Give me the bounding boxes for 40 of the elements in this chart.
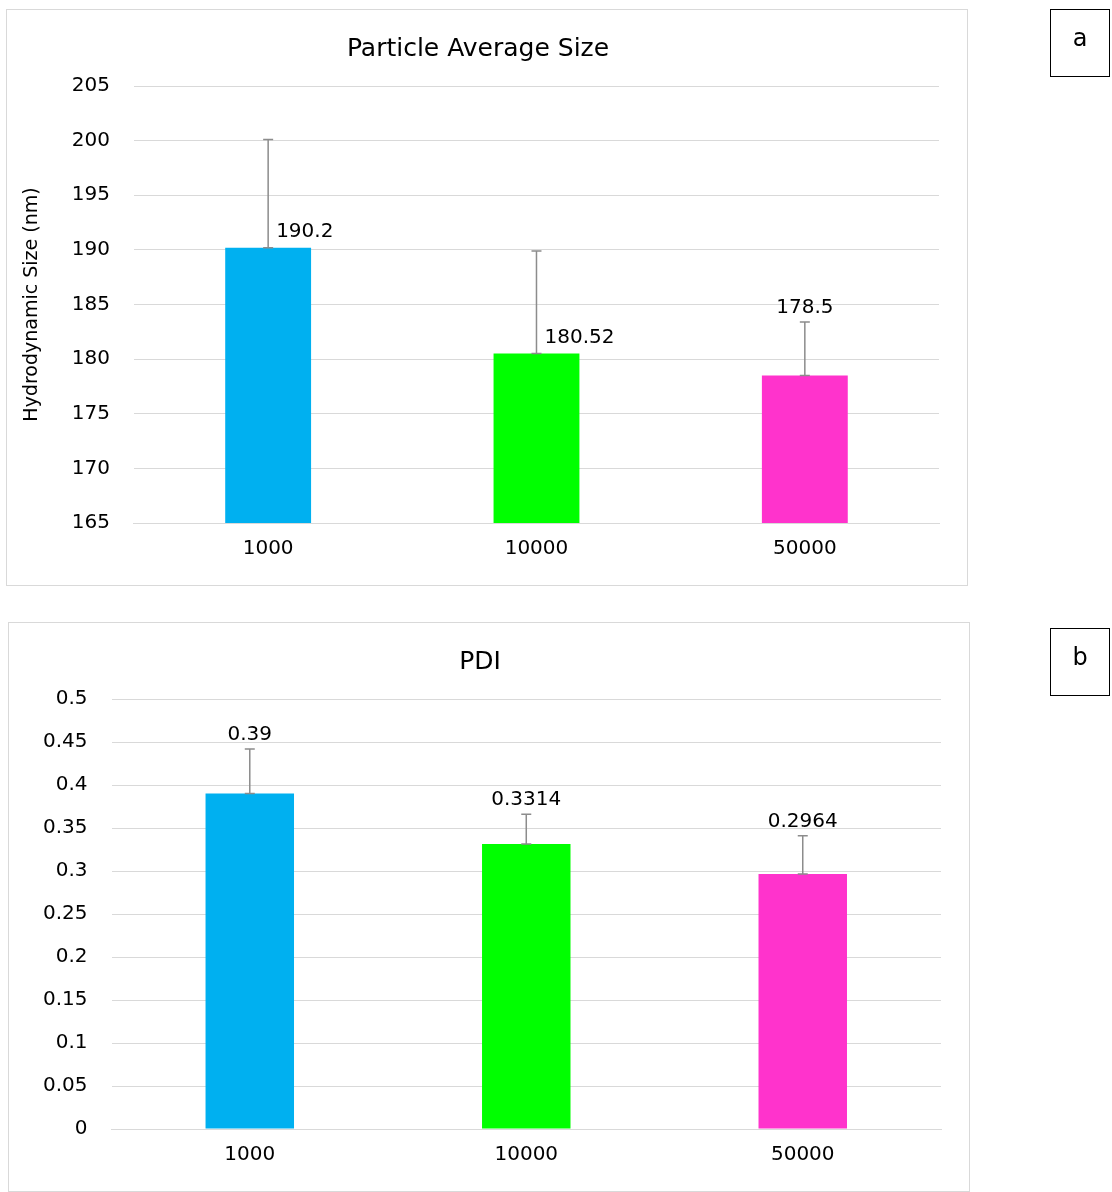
y-tick-label: 170 xyxy=(71,454,110,479)
x-tick-label: 50000 xyxy=(773,535,837,560)
y-tick-label: 0 xyxy=(74,1115,88,1140)
data-label: 0.39 xyxy=(227,721,273,746)
y-tick-label: 0.5 xyxy=(55,685,88,710)
y-tick-label: 0.4 xyxy=(55,771,88,796)
x-tick-label: 50000 xyxy=(770,1141,835,1166)
y-tick-label: 200 xyxy=(71,126,110,151)
y-tick-label: 195 xyxy=(71,181,110,206)
y-tick-label: 0.25 xyxy=(43,900,88,925)
y-tick-label: 185 xyxy=(71,290,110,315)
y-tick-label: 190 xyxy=(71,236,110,261)
y-tick-label: 0.15 xyxy=(43,986,88,1011)
y-tick-label: 0.35 xyxy=(43,814,88,839)
x-tick-label: 10000 xyxy=(504,535,569,560)
y-tick-label: 0.1 xyxy=(55,1029,88,1054)
data-label: 180.52 xyxy=(544,323,615,348)
y-tick-label: 180 xyxy=(71,345,110,370)
data-label: 190.2 xyxy=(276,217,334,242)
text: a xyxy=(1050,9,1110,77)
y-tick-label: 0.45 xyxy=(43,728,88,753)
x-tick-label: 1000 xyxy=(224,1141,276,1166)
y-tick-label: 0.2 xyxy=(55,943,88,968)
bar xyxy=(205,793,295,1129)
x-tick-label: 10000 xyxy=(494,1141,559,1166)
text: b xyxy=(1050,628,1110,696)
data-label: 178.5 xyxy=(776,294,834,319)
y-tick-label: 165 xyxy=(71,509,110,534)
y-axis-title: Hydrodynamic Size (nm) xyxy=(19,187,42,422)
y-tick-label: 175 xyxy=(71,399,110,424)
data-label: 0.3314 xyxy=(491,786,562,811)
y-tick-label: 205 xyxy=(71,72,110,97)
data-label: 0.2964 xyxy=(767,807,838,832)
bar xyxy=(482,844,571,1129)
x-tick-label: 1000 xyxy=(242,535,294,560)
chart-title: PDI xyxy=(459,645,501,675)
y-tick-label: 0.3 xyxy=(55,857,88,882)
chart-title: Particle Average Size xyxy=(346,32,610,62)
bar xyxy=(758,874,847,1129)
y-tick-label: 0.05 xyxy=(43,1072,88,1097)
